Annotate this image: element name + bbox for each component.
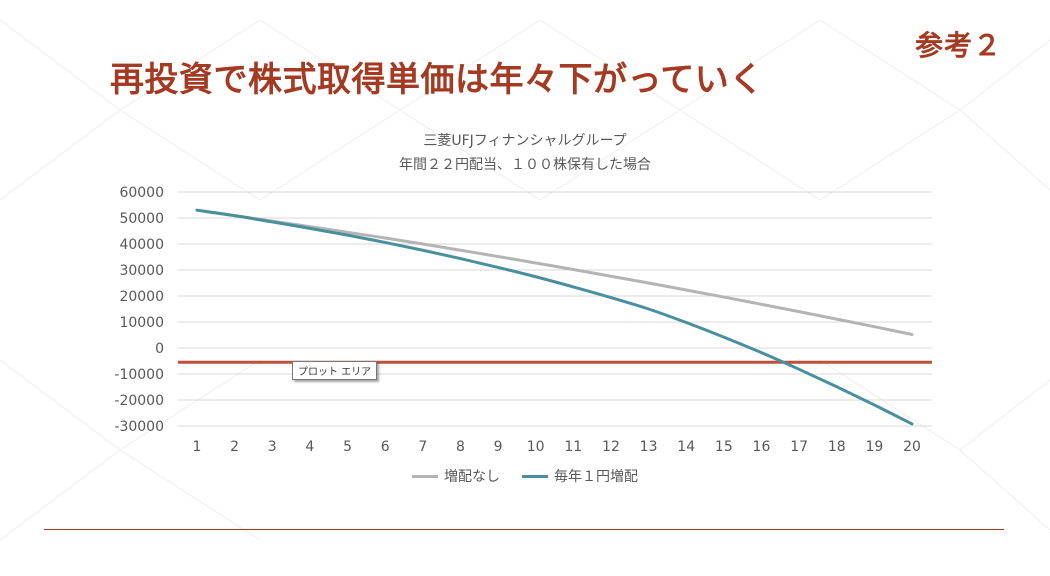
x-tick-label: 16 [753,439,771,455]
chart-legend: 増配なし 毎年１円増配 [0,466,1050,486]
y-tick-label: 50000 [119,211,164,227]
x-tick-label: 18 [828,439,846,455]
x-tick-label: 14 [677,439,695,455]
y-tick-label: 40000 [119,237,164,253]
x-tick-label: 12 [602,439,620,455]
x-tick-label: 5 [343,439,352,455]
y-tick-label: 30000 [119,263,164,279]
series-line-increase [195,208,914,426]
x-tick-label: 6 [381,439,390,455]
x-tick-label: 8 [456,439,465,455]
y-tick-label: 0 [155,341,164,357]
x-tick-label: 2 [230,439,239,455]
x-tick-label: 15 [715,439,733,455]
legend-label-increase: 毎年１円増配 [554,469,638,485]
x-tick-label: 7 [418,439,427,455]
chart-title: 三菱UFJフィナンシャルグループ [423,133,627,149]
x-tick-label: 19 [865,439,883,455]
x-tick-label: 17 [790,439,808,455]
legend-item-no-increase[interactable]: 増配なし [412,466,500,486]
plot-area-tooltip: プロット エリア [292,361,378,380]
x-tick-label: 9 [494,439,503,455]
legend-label-no-increase: 増配なし [444,469,500,485]
legend-swatch-no-increase [412,474,438,478]
x-tick-label: 3 [268,439,277,455]
y-tick-label: -10000 [114,367,164,383]
x-tick-label: 4 [305,439,314,455]
x-tick-label: 1 [193,439,202,455]
y-tick-label: 20000 [119,289,164,305]
legend-swatch-increase [522,474,548,478]
reference-tag: 参考２ [914,29,1002,62]
y-tick-label: 60000 [119,185,164,201]
x-tick-label: 20 [903,439,921,455]
slide-title: 再投資で株式取得単価は年々下がっていく [110,60,764,100]
legend-item-increase[interactable]: 毎年１円増配 [522,466,638,486]
y-tick-label: -20000 [114,393,164,409]
series-line-no-increase [195,208,914,336]
x-tick-label: 13 [640,439,658,455]
bottom-divider [44,529,1004,530]
x-tick-label: 10 [527,439,545,455]
y-tick-label: 10000 [119,315,164,331]
chart-subtitle: 年間２２円配当、１００株保有した場合 [399,157,651,173]
y-tick-label: -30000 [114,419,164,435]
x-tick-label: 11 [564,439,582,455]
